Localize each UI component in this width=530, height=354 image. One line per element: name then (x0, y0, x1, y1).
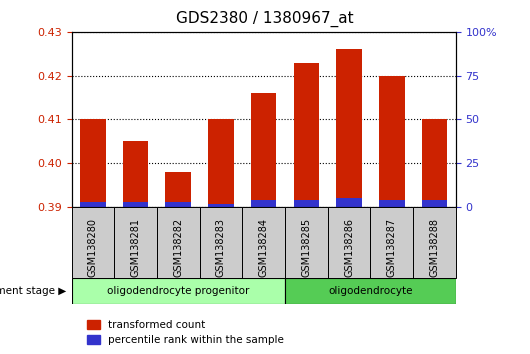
Text: GDS2380 / 1380967_at: GDS2380 / 1380967_at (176, 11, 354, 27)
Bar (123, 141, 148, 207)
Bar (336, 49, 362, 207)
FancyBboxPatch shape (72, 207, 114, 278)
FancyBboxPatch shape (157, 207, 200, 278)
FancyBboxPatch shape (285, 207, 328, 278)
FancyBboxPatch shape (200, 207, 242, 278)
Text: oligodendrocyte progenitor: oligodendrocyte progenitor (107, 286, 250, 296)
Text: GSM138281: GSM138281 (130, 218, 140, 277)
FancyBboxPatch shape (370, 207, 413, 278)
FancyBboxPatch shape (328, 207, 370, 278)
Bar (251, 200, 277, 207)
FancyBboxPatch shape (72, 278, 285, 304)
FancyBboxPatch shape (285, 278, 456, 304)
Text: development stage ▶: development stage ▶ (0, 286, 66, 296)
Bar (379, 76, 404, 207)
Text: GSM138287: GSM138287 (387, 218, 397, 277)
Bar (208, 120, 234, 207)
Bar (336, 198, 362, 207)
Bar (422, 120, 447, 207)
Bar (80, 202, 105, 207)
Bar (422, 200, 447, 207)
Bar (208, 204, 234, 207)
FancyBboxPatch shape (413, 207, 456, 278)
FancyBboxPatch shape (242, 207, 285, 278)
Text: GSM138285: GSM138285 (302, 218, 311, 277)
Text: GSM138280: GSM138280 (88, 218, 98, 277)
Bar (294, 63, 319, 207)
Legend: transformed count, percentile rank within the sample: transformed count, percentile rank withi… (87, 320, 284, 345)
Bar (294, 200, 319, 207)
Text: GSM138286: GSM138286 (344, 218, 354, 277)
Text: oligodendrocyte: oligodendrocyte (328, 286, 413, 296)
Bar (123, 202, 148, 207)
Text: GSM138288: GSM138288 (429, 218, 439, 277)
Bar (379, 200, 404, 207)
Bar (251, 93, 277, 207)
Text: GSM138283: GSM138283 (216, 218, 226, 277)
Bar (165, 202, 191, 207)
Text: GSM138284: GSM138284 (259, 218, 269, 277)
Bar (80, 120, 105, 207)
FancyBboxPatch shape (114, 207, 157, 278)
Bar (165, 172, 191, 207)
Text: GSM138282: GSM138282 (173, 218, 183, 277)
